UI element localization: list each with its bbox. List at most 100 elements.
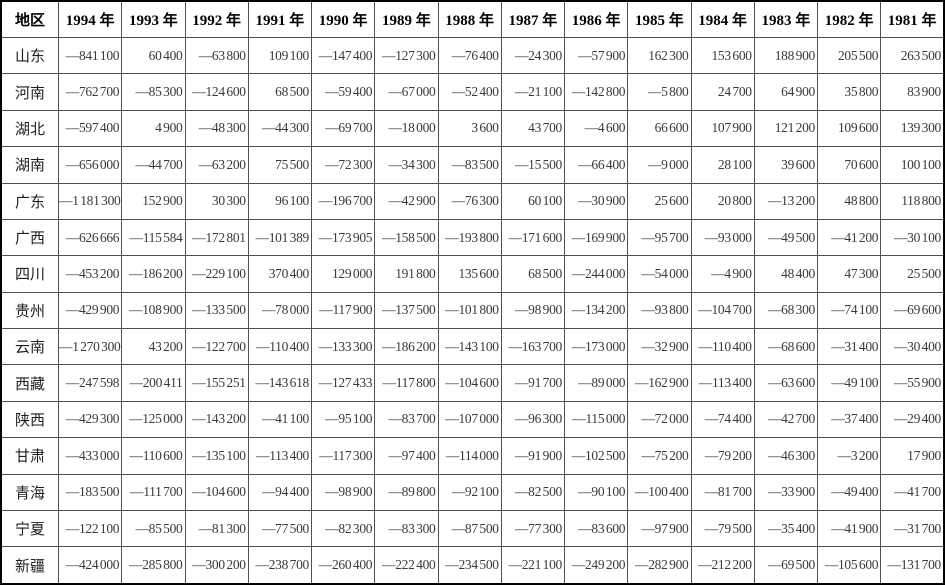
value-cell: —92 100	[437, 473, 502, 511]
table-header: 地区 1994 年 1993 年 1992 年 1991 年 1990 年 1989 年 19…	[0, 0, 945, 38]
table-row: 新疆 —424 000 —285 800 —300 200 —238 700 —260 4…	[0, 546, 945, 585]
value-cell: —66 400	[563, 146, 629, 184]
value-cell: —30 900	[563, 182, 629, 220]
value-cell: 100 100	[880, 146, 945, 184]
value-cell: 35 800	[816, 73, 882, 111]
value-cell: —127 433	[310, 364, 376, 402]
value-cell: —135 100	[184, 437, 249, 475]
column-header-year: 1985 年	[627, 0, 692, 38]
value-cell: —100 400	[627, 473, 692, 511]
value-cell: 153 600	[690, 36, 755, 75]
value-cell: —31 700	[880, 509, 945, 548]
column-header-year: 1994 年	[57, 0, 123, 38]
value-cell: 24 700	[690, 73, 755, 111]
table-row: 西藏 —247 598 —200 411 —155 251 —143 618 —127 4…	[0, 364, 945, 402]
value-cell: —1 181 300	[57, 182, 123, 220]
region-cell: 贵州	[0, 291, 59, 330]
value-cell: 83 900	[880, 73, 945, 111]
value-cell: —41 200	[816, 218, 882, 257]
value-cell: —841 100	[57, 36, 123, 75]
value-cell: 68 500	[500, 255, 566, 293]
value-cell: —244 000	[563, 255, 629, 293]
value-cell: 152 900	[121, 182, 186, 220]
value-cell: 60 400	[121, 36, 186, 75]
value-cell: 118 800	[880, 182, 945, 220]
value-cell: —143 100	[437, 327, 502, 366]
value-cell: —94 400	[247, 473, 313, 511]
value-cell: —229 100	[184, 255, 249, 293]
value-cell: 139 300	[880, 109, 945, 148]
value-cell: —97 900	[627, 509, 692, 548]
value-cell: —656 000	[57, 146, 123, 184]
value-cell: —72 000	[627, 400, 692, 439]
value-cell: —115 584	[121, 218, 186, 257]
value-cell: —91 900	[500, 437, 566, 475]
value-cell: —131 700	[880, 546, 945, 585]
value-cell: —105 600	[816, 546, 882, 585]
value-cell: 48 400	[753, 255, 819, 293]
value-cell: —134 200	[563, 291, 629, 330]
table-row: 云南 —1 270 300 43 200 —122 700 —110 400 —133 3…	[0, 327, 945, 366]
value-cell: 370 400	[247, 255, 313, 293]
value-cell: —59 400	[310, 73, 376, 111]
value-cell: —74 100	[816, 291, 882, 330]
value-cell: —49 500	[753, 218, 819, 257]
value-cell: —87 500	[437, 509, 502, 548]
value-cell: —212 200	[690, 546, 755, 585]
value-cell: —282 900	[627, 546, 692, 585]
value-cell: —597 400	[57, 109, 123, 148]
value-cell: 205 500	[816, 36, 882, 75]
table-row: 河南 —762 700 —85 300 —124 600 68 500 —59 400 —6…	[0, 73, 945, 111]
value-cell: —42 700	[753, 400, 819, 439]
value-cell: —3 200	[816, 437, 882, 475]
value-cell: —55 900	[880, 364, 945, 402]
value-cell: —260 400	[310, 546, 376, 585]
value-cell: —193 800	[437, 218, 502, 257]
value-cell: —429 300	[57, 400, 123, 439]
column-header-year: 1982 年	[816, 0, 882, 38]
column-header-year: 1990 年	[310, 0, 376, 38]
value-cell: 263 500	[880, 36, 945, 75]
value-cell: —68 600	[753, 327, 819, 366]
value-cell: —67 000	[374, 73, 439, 111]
value-cell: —107 000	[437, 400, 502, 439]
column-header-year: 1991 年	[247, 0, 313, 38]
value-cell: —46 300	[753, 437, 819, 475]
value-cell: —155 251	[184, 364, 249, 402]
value-cell: 135 600	[437, 255, 502, 293]
value-cell: —82 300	[310, 509, 376, 548]
value-cell: —85 300	[121, 73, 186, 111]
region-cell: 湖南	[0, 146, 59, 184]
value-cell: —158 500	[374, 218, 439, 257]
value-cell: —249 200	[563, 546, 629, 585]
value-cell: —41 700	[880, 473, 945, 511]
region-cell: 宁夏	[0, 509, 59, 548]
value-cell: —221 100	[500, 546, 566, 585]
value-cell: 107 900	[690, 109, 755, 148]
value-cell: 129 000	[310, 255, 376, 293]
value-cell: 64 900	[753, 73, 819, 111]
value-cell: —52 400	[437, 73, 502, 111]
value-cell: —76 400	[437, 36, 502, 75]
column-header-year: 1983 年	[753, 0, 819, 38]
value-cell: —41 900	[816, 509, 882, 548]
region-cell: 甘肃	[0, 437, 59, 475]
value-cell: —69 600	[880, 291, 945, 330]
value-cell: 191 800	[374, 255, 439, 293]
value-cell: —101 389	[247, 218, 313, 257]
value-cell: —133 500	[184, 291, 249, 330]
value-cell: —78 000	[247, 291, 313, 330]
value-cell: —69 500	[753, 546, 819, 585]
value-cell: —97 400	[374, 437, 439, 475]
value-cell: —35 400	[753, 509, 819, 548]
value-cell: —137 500	[374, 291, 439, 330]
value-cell: —31 400	[816, 327, 882, 366]
value-cell: 68 500	[247, 73, 313, 111]
value-cell: —98 900	[500, 291, 566, 330]
value-cell: —169 900	[563, 218, 629, 257]
value-cell: —63 200	[184, 146, 249, 184]
value-cell: —69 700	[310, 109, 376, 148]
value-cell: —101 800	[437, 291, 502, 330]
value-cell: —115 000	[563, 400, 629, 439]
value-cell: —143 200	[184, 400, 249, 439]
